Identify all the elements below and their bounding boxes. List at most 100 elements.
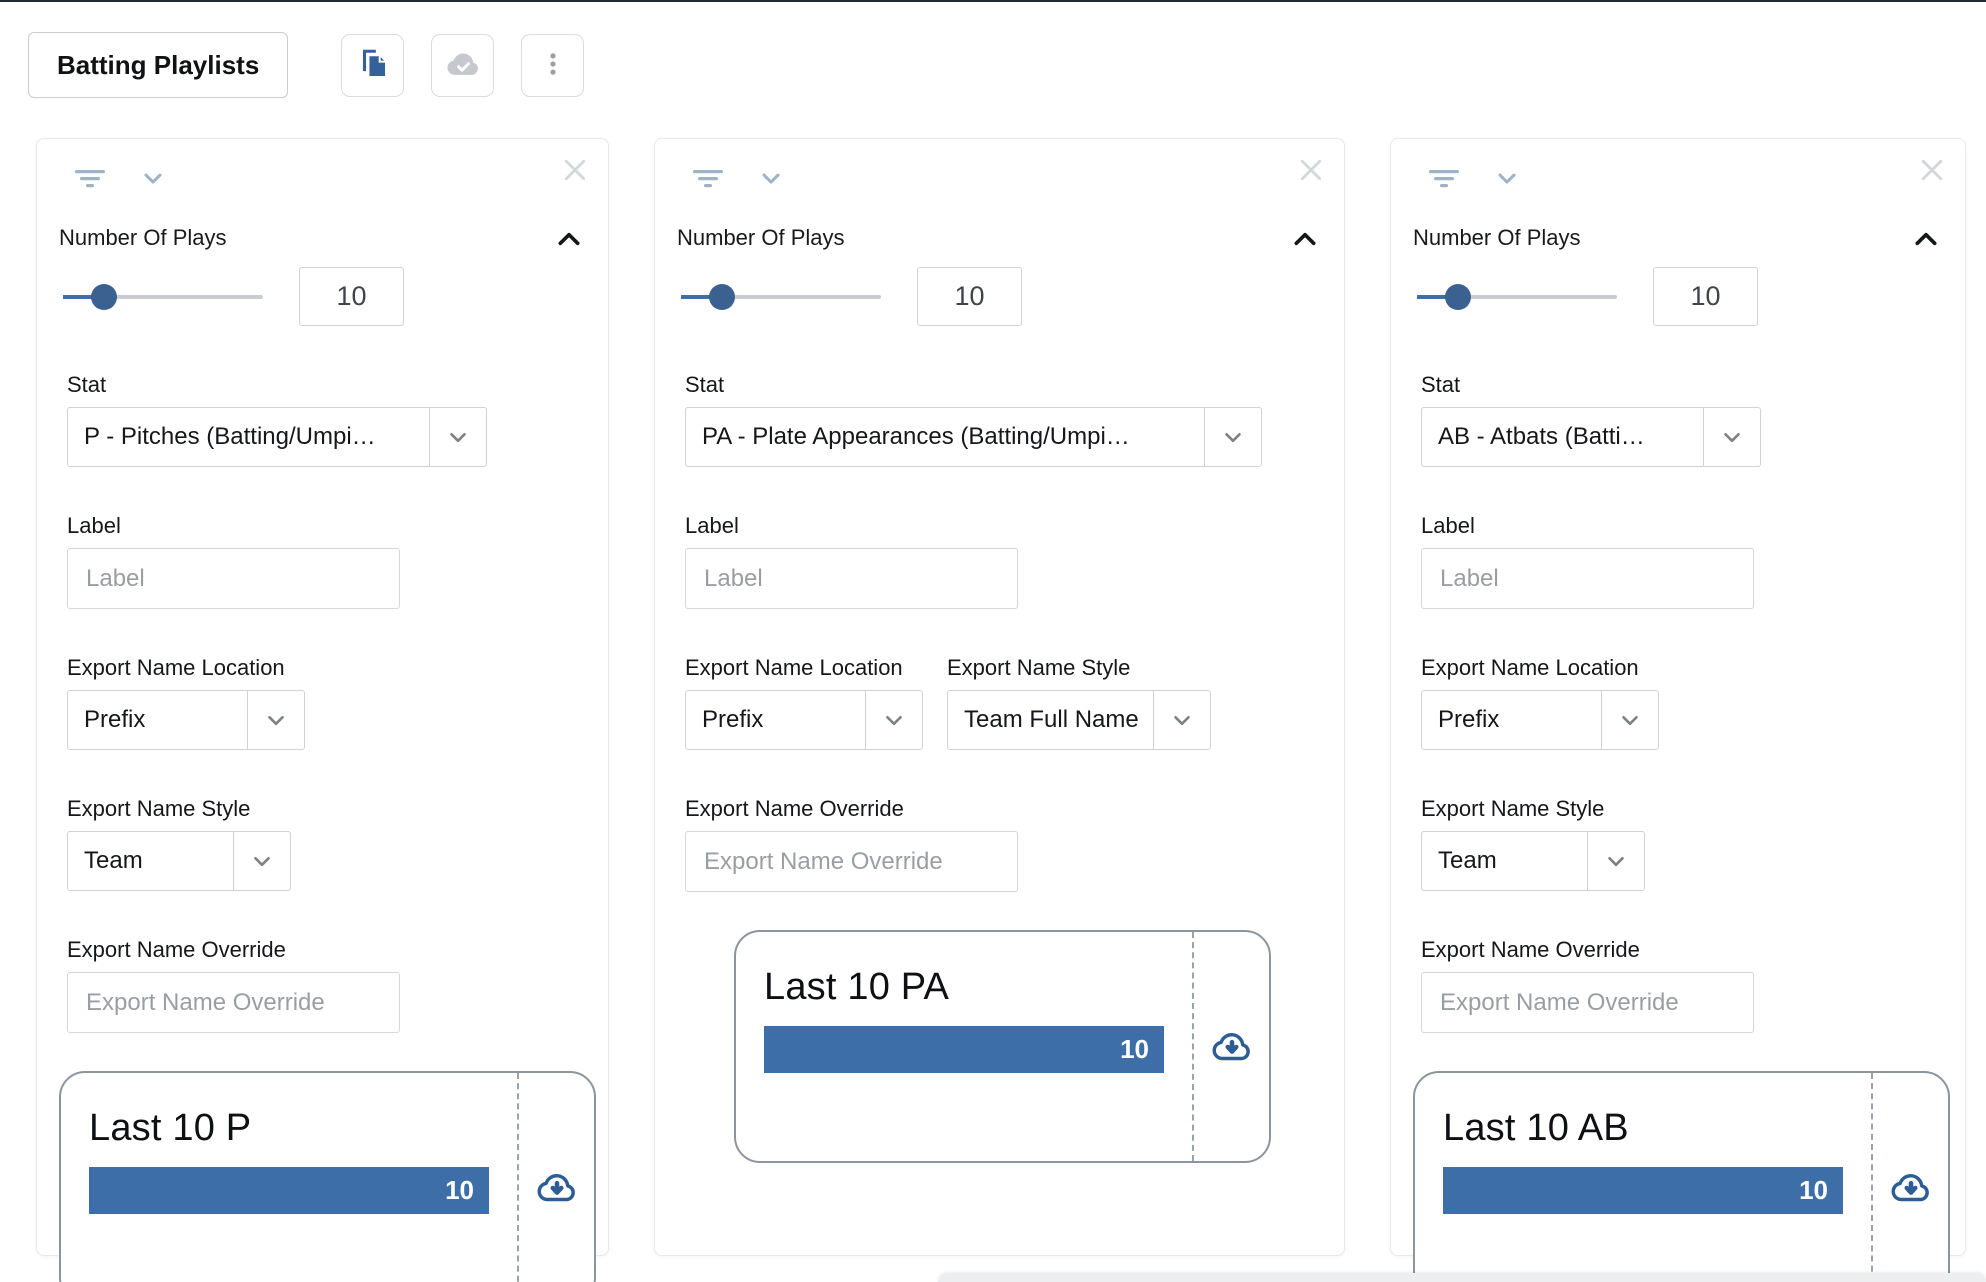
chevron-down-icon xyxy=(429,408,486,466)
export-name-location-field: Export Name Location Prefix xyxy=(685,655,923,750)
export-name-style-select[interactable]: Team xyxy=(1421,831,1645,891)
export-name-override-label: Export Name Override xyxy=(685,796,904,821)
export-name-override-label: Export Name Override xyxy=(67,937,286,962)
slider-thumb[interactable] xyxy=(91,283,117,310)
export-name-location-value: Prefix xyxy=(1438,706,1500,733)
export-name-override-input[interactable] xyxy=(67,972,400,1033)
chevron-down-icon[interactable] xyxy=(1493,164,1521,197)
copy-button[interactable] xyxy=(341,33,405,97)
stat-select[interactable]: P - Pitches (Batting/Umpi… xyxy=(67,407,487,467)
stat-select[interactable]: PA - Plate Appearances (Batting/Umpi… xyxy=(685,407,1262,467)
chevron-down-icon xyxy=(233,832,290,890)
playlist-card: Number Of Plays Stat P - Pitches (Battin… xyxy=(36,138,609,1282)
close-icon[interactable] xyxy=(1296,155,1326,185)
playlist-preview: Last 10 PA 10 xyxy=(734,930,1271,1163)
export-name-location-label: Export Name Location xyxy=(685,655,903,680)
label-input[interactable] xyxy=(1421,548,1754,609)
stat-select-value: AB - Atbats (Batti… xyxy=(1438,423,1645,450)
page-title: Batting Playlists xyxy=(28,32,289,98)
number-of-plays-input[interactable] xyxy=(917,267,1022,326)
number-of-plays-slider[interactable] xyxy=(63,283,263,310)
preview-count-bar: 10 xyxy=(764,1026,1164,1073)
slider-thumb[interactable] xyxy=(709,283,735,310)
slider-fill xyxy=(63,294,105,299)
label-input[interactable] xyxy=(685,548,1018,609)
number-of-plays-input[interactable] xyxy=(299,267,404,326)
playlist-cards-row: Number Of Plays Stat P - Pitches (Battin… xyxy=(36,138,1986,1282)
export-name-style-select[interactable]: Team xyxy=(67,831,291,891)
close-icon[interactable] xyxy=(560,155,590,185)
export-name-style-select[interactable]: Team Full Name xyxy=(947,690,1211,750)
export-name-location-select[interactable]: Prefix xyxy=(1421,690,1659,750)
filter-icon[interactable] xyxy=(73,165,107,196)
label-label: Label xyxy=(1421,513,1475,538)
chevron-down-icon[interactable] xyxy=(139,164,167,197)
preview-title: Last 10 P xyxy=(89,1107,252,1149)
export-name-location-label: Export Name Location xyxy=(1421,655,1639,680)
more-options-button[interactable] xyxy=(521,33,585,97)
export-name-style-value: Team xyxy=(1438,847,1497,874)
copy-icon xyxy=(356,47,390,84)
export-name-style-value: Team Full Name xyxy=(964,706,1139,733)
slider-track[interactable] xyxy=(681,294,881,299)
cloud-download-icon[interactable] xyxy=(1888,1165,1934,1211)
collapse-chevron-icon[interactable] xyxy=(1292,229,1318,249)
preview-count-bar: 10 xyxy=(89,1167,489,1214)
filter-icon[interactable] xyxy=(691,165,725,196)
cloud-download-icon[interactable] xyxy=(1209,1024,1255,1070)
playlist-preview: Last 10 P 10 xyxy=(59,1071,596,1282)
chevron-down-icon xyxy=(1587,832,1644,890)
chevron-down-icon xyxy=(865,691,922,749)
export-name-location-value: Prefix xyxy=(702,706,764,733)
number-of-plays-label: Number Of Plays xyxy=(677,225,845,250)
slider-thumb[interactable] xyxy=(1445,283,1471,310)
preview-title: Last 10 PA xyxy=(764,966,950,1008)
bottom-peek-element xyxy=(938,1273,1986,1282)
cloud-download-icon[interactable] xyxy=(534,1165,580,1211)
collapse-chevron-icon[interactable] xyxy=(556,229,582,249)
playlist-preview: Last 10 AB 10 xyxy=(1413,1071,1950,1282)
export-name-override-label: Export Name Override xyxy=(1421,937,1640,962)
chevron-down-icon xyxy=(247,691,304,749)
slider-track[interactable] xyxy=(1417,294,1617,299)
export-name-style-label: Export Name Style xyxy=(67,796,251,821)
export-name-override-input[interactable] xyxy=(685,831,1018,892)
chevron-down-icon xyxy=(1204,408,1261,466)
number-of-plays-label: Number Of Plays xyxy=(59,225,227,250)
kebab-menu-icon xyxy=(538,49,568,82)
playlist-card: Number Of Plays Stat PA - Plate Appearan… xyxy=(654,138,1345,1256)
slider-track[interactable] xyxy=(63,294,263,299)
export-name-location-select[interactable]: Prefix xyxy=(685,690,923,750)
label-label: Label xyxy=(685,513,739,538)
export-name-style-value: Team xyxy=(84,847,143,874)
stat-select-value: PA - Plate Appearances (Batting/Umpi… xyxy=(702,423,1130,450)
collapse-chevron-icon[interactable] xyxy=(1913,229,1939,249)
stat-select-value: P - Pitches (Batting/Umpi… xyxy=(84,423,376,450)
label-input[interactable] xyxy=(67,548,400,609)
playlist-card: Number Of Plays Stat AB - Atbats (Batti… xyxy=(1390,138,1966,1282)
export-name-location-label: Export Name Location xyxy=(67,655,285,680)
stat-label: Stat xyxy=(67,372,107,397)
chevron-down-icon xyxy=(1703,408,1760,466)
slider-fill xyxy=(681,294,723,299)
filter-icon[interactable] xyxy=(1427,165,1461,196)
export-name-style-label: Export Name Style xyxy=(1421,796,1605,821)
slider-fill xyxy=(1417,294,1459,299)
stat-label: Stat xyxy=(1421,372,1461,397)
chevron-down-icon[interactable] xyxy=(757,164,785,197)
preview-count-bar: 10 xyxy=(1443,1167,1843,1214)
export-name-style-field: Export Name Style Team Full Name xyxy=(947,655,1211,750)
label-label: Label xyxy=(67,513,121,538)
chevron-down-icon xyxy=(1153,691,1210,749)
export-name-override-input[interactable] xyxy=(1421,972,1754,1033)
close-icon[interactable] xyxy=(1917,155,1947,185)
cloud-check-icon xyxy=(443,44,483,87)
number-of-plays-input[interactable] xyxy=(1653,267,1758,326)
cloud-check-button[interactable] xyxy=(431,33,495,97)
number-of-plays-label: Number Of Plays xyxy=(1413,225,1581,250)
number-of-plays-slider[interactable] xyxy=(1417,283,1617,310)
export-name-location-select[interactable]: Prefix xyxy=(67,690,305,750)
stat-select[interactable]: AB - Atbats (Batti… xyxy=(1421,407,1761,467)
preview-title: Last 10 AB xyxy=(1443,1107,1629,1149)
number-of-plays-slider[interactable] xyxy=(681,283,881,310)
